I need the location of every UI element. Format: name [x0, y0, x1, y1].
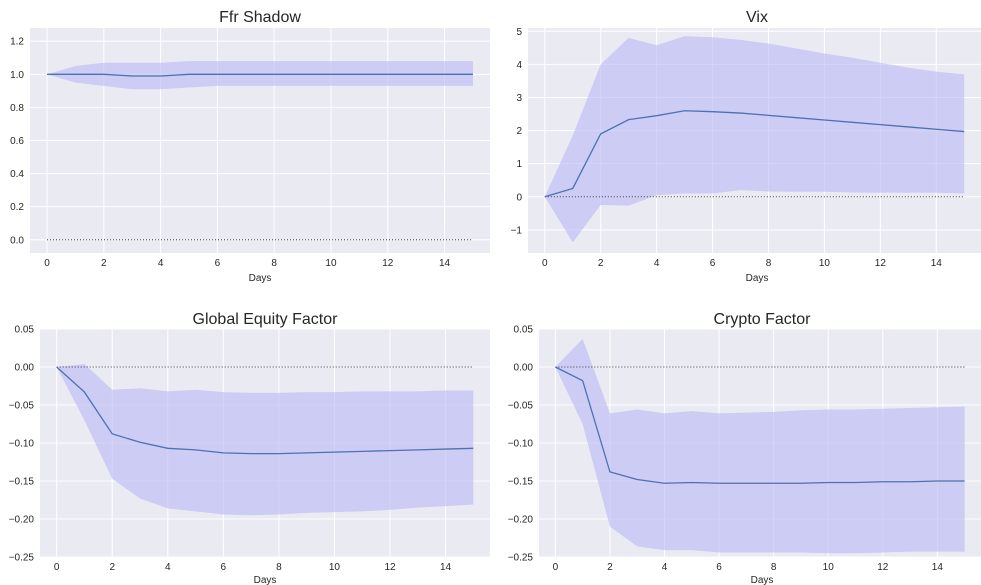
global-equity-factor-y-tick-label: −0.10 [9, 439, 35, 450]
vix-confidence-band [544, 36, 965, 243]
crypto-factor-y-tick-label: 0.00 [514, 363, 534, 374]
vix-xlabel: Days [746, 273, 769, 284]
ffr-shadow-x-tick-label: 2 [101, 258, 107, 269]
global-equity-factor-y-tick-label: −0.20 [9, 515, 35, 526]
global-equity-factor-y-tick-label: 0.05 [15, 325, 35, 336]
crypto-factor-y-tick-label: −0.25 [508, 553, 534, 564]
vix-x-tick-label: 4 [654, 258, 660, 269]
global-equity-factor-y-tick-label: −0.25 [9, 553, 35, 564]
crypto-factor-x-tick-label: 14 [932, 562, 944, 573]
vix-x-tick-label: 8 [766, 258, 772, 269]
global-equity-factor-x-tick-label: 2 [109, 562, 115, 573]
vix-y-tick-label: 3 [516, 93, 522, 104]
global-equity-factor-y-tick-label: −0.05 [9, 401, 35, 412]
crypto-factor-confidence-band [555, 338, 965, 554]
crypto-factor-y-tick-label: −0.05 [508, 401, 534, 412]
crypto-factor-x-tick-label: 0 [553, 562, 559, 573]
crypto-factor-y-tick-label: −0.20 [508, 515, 534, 526]
ffr-shadow-x-tick-label: 0 [44, 258, 50, 269]
crypto-factor-x-tick-label: 2 [607, 562, 613, 573]
crypto-factor-x-tick-label: 4 [662, 562, 668, 573]
ffr-shadow-y-tick-label: 1.2 [10, 37, 24, 48]
global-equity-factor-x-tick-label: 4 [165, 562, 171, 573]
vix-y-tick-label: 4 [516, 60, 522, 71]
vix-x-tick-label: 0 [542, 258, 548, 269]
global-equity-factor-confidence-band [56, 363, 474, 516]
ffr-shadow-y-tick-label: 0.4 [10, 169, 24, 180]
global-equity-factor-xlabel: Days [254, 575, 277, 585]
ffr-shadow-y-tick-label: 0.0 [10, 235, 24, 246]
ffr-shadow-x-tick-label: 4 [158, 258, 164, 269]
vix-x-tick-label: 12 [875, 258, 887, 269]
crypto-factor-title: Crypto Factor [714, 311, 812, 328]
ffr-shadow-x-tick-label: 14 [439, 258, 451, 269]
ffr-shadow-panel: Ffr Shadow Days 0 2 4 6 8 10 12 14 0.0 0.2 0.4 0.6 0… [10, 9, 490, 284]
global-equity-factor-x-tick-label: 6 [221, 562, 227, 573]
ffr-shadow-x-tick-label: 12 [382, 258, 394, 269]
vix-y-tick-label: 5 [516, 27, 522, 38]
ffr-shadow-confidence-band [47, 61, 473, 90]
ffr-shadow-x-tick-label: 10 [325, 258, 337, 269]
ffr-shadow-y-tick-label: 0.8 [10, 103, 24, 114]
ffr-shadow-x-tick-label: 8 [271, 258, 277, 269]
ffr-shadow-x-tick-label: 6 [215, 258, 221, 269]
crypto-factor-panel: Crypto Factor Days 0 2 4 6 8 10 12 14 −0.25 −0.20… [508, 311, 981, 585]
vix-x-tick-label: 2 [598, 258, 604, 269]
ffr-shadow-y-tick-label: 0.6 [10, 136, 24, 147]
crypto-factor-xlabel: Days [751, 575, 774, 585]
global-equity-factor-x-tick-label: 14 [440, 562, 452, 573]
vix-y-tick-label: 1 [516, 159, 522, 170]
global-equity-factor-x-tick-label: 0 [54, 562, 60, 573]
global-equity-factor-response-line [56, 366, 474, 455]
global-equity-factor-x-tick-label: 8 [276, 562, 282, 573]
vix-x-tick-label: 14 [931, 258, 943, 269]
vix-x-tick-label: 6 [710, 258, 716, 269]
global-equity-factor-y-tick-label: −0.15 [9, 477, 35, 488]
crypto-factor-y-tick-label: 0.05 [514, 325, 534, 336]
global-equity-factor-x-tick-label: 12 [384, 562, 396, 573]
global-equity-factor-x-tick-label: 10 [329, 562, 341, 573]
global-equity-factor-title: Global Equity Factor [193, 311, 339, 328]
ffr-shadow-title: Ffr Shadow [219, 9, 301, 26]
vix-y-tick-label: −1 [511, 225, 523, 236]
vix-response-line [544, 110, 965, 198]
ffr-shadow-response-line [47, 73, 473, 77]
ffr-shadow-xlabel: Days [249, 273, 272, 284]
vix-x-tick-label: 10 [819, 258, 831, 269]
ffr-shadow-y-tick-label: 0.2 [10, 202, 24, 213]
vix-y-tick-label: 0 [516, 192, 522, 203]
global-equity-factor-panel: Global Equity Factor Days 0 2 4 6 8 10 12 14 −0.… [9, 311, 490, 585]
crypto-factor-x-tick-label: 12 [877, 562, 889, 573]
vix-title: Vix [746, 9, 768, 26]
crypto-factor-x-tick-label: 10 [823, 562, 835, 573]
crypto-factor-response-line [555, 366, 965, 484]
crypto-factor-x-tick-label: 6 [716, 562, 722, 573]
crypto-factor-y-tick-label: −0.10 [508, 439, 534, 450]
crypto-factor-y-tick-label: −0.15 [508, 477, 534, 488]
crypto-factor-x-tick-label: 8 [771, 562, 777, 573]
ffr-shadow-y-tick-label: 1.0 [10, 70, 24, 81]
vix-y-tick-label: 2 [516, 126, 522, 137]
global-equity-factor-y-tick-label: 0.00 [15, 363, 35, 374]
